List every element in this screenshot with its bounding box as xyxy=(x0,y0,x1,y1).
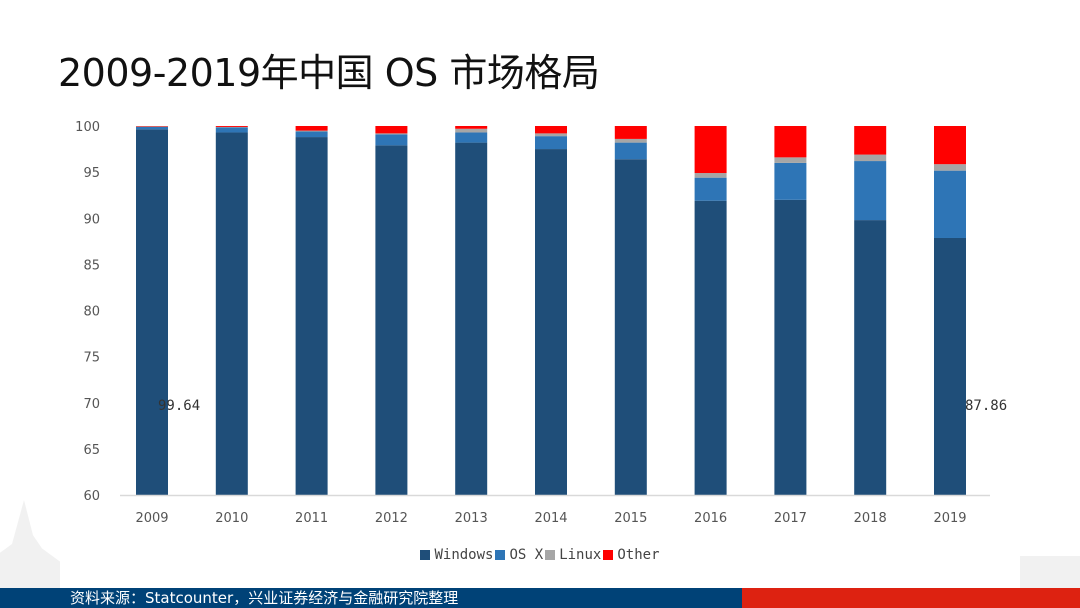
bar-other-2017 xyxy=(774,126,807,158)
bar-osx-2018 xyxy=(854,161,887,221)
legend-item-osx: OS X xyxy=(495,547,543,563)
x-tick-label: 2012 xyxy=(375,511,408,526)
legend-item-linux: Linux xyxy=(545,547,601,563)
footer-bar: 资料来源：Statcounter，兴业证券经济与金融研究院整理 xyxy=(0,588,1080,608)
x-tick-label: 2014 xyxy=(534,511,567,526)
legend-label: Linux xyxy=(559,547,602,563)
skyline-decoration-right xyxy=(1020,556,1080,588)
legend-item-other: Other xyxy=(603,547,660,563)
bar-osx-2012 xyxy=(375,134,408,146)
bar-osx-2019 xyxy=(934,170,966,238)
footer-blue-band xyxy=(0,588,742,608)
bar-other-2011 xyxy=(295,126,328,131)
bar-linux-2018 xyxy=(854,154,887,162)
legend-label: Other xyxy=(617,547,660,563)
y-tick-label: 95 xyxy=(83,166,100,181)
legend-swatch xyxy=(495,550,506,560)
bar-linux-2013 xyxy=(455,128,488,133)
bar-other-2013 xyxy=(455,126,488,129)
bar-other-2015 xyxy=(614,126,647,139)
bar-windows-2017 xyxy=(774,199,807,496)
bar-osx-2013 xyxy=(455,132,488,143)
x-tick-label: 2010 xyxy=(215,511,248,526)
x-tick-label: 2019 xyxy=(933,511,966,526)
data-label: 87.86 xyxy=(965,398,1007,414)
bar-windows-2014 xyxy=(535,149,567,495)
source-note: 资料来源：Statcounter，兴业证券经济与金融研究院整理 xyxy=(70,589,459,607)
legend-label: Windows xyxy=(434,547,494,563)
x-tick-label: 2013 xyxy=(455,511,488,526)
footer-red-band xyxy=(742,588,1080,608)
bar-windows-2019 xyxy=(934,237,966,495)
y-tick-label: 65 xyxy=(83,443,100,458)
bar-windows-2013 xyxy=(455,142,488,496)
chart-legend: Windows OS X Linux Other xyxy=(0,547,1080,564)
y-tick-label: 60 xyxy=(83,489,100,504)
bar-osx-2010 xyxy=(215,127,248,133)
bar-windows-2009 xyxy=(136,129,168,496)
bar-linux-2011 xyxy=(295,130,328,132)
bar-windows-2012 xyxy=(375,145,408,495)
x-tick-label: 2015 xyxy=(614,511,647,526)
legend-swatch xyxy=(420,550,431,560)
y-tick-label: 100 xyxy=(75,120,100,135)
bar-other-2018 xyxy=(854,126,887,155)
legend-swatch xyxy=(603,550,614,560)
data-label: 99.64 xyxy=(158,398,200,414)
bar-other-2014 xyxy=(535,126,567,134)
bar-windows-2011 xyxy=(295,137,328,495)
bar-linux-2012 xyxy=(375,133,408,135)
bar-other-2012 xyxy=(375,126,408,134)
bar-osx-2011 xyxy=(295,131,328,138)
bar-linux-2017 xyxy=(774,157,807,163)
bar-other-2010 xyxy=(215,126,248,127)
legend-item-windows: Windows xyxy=(420,547,493,563)
legend-swatch xyxy=(545,550,556,560)
bar-other-2016 xyxy=(694,126,727,174)
bar-other-2019 xyxy=(934,126,966,165)
x-tick-label: 2018 xyxy=(854,511,887,526)
y-tick-label: 85 xyxy=(83,258,100,273)
bar-linux-2015 xyxy=(614,138,647,143)
y-tick-label: 80 xyxy=(83,305,100,320)
y-tick-label: 70 xyxy=(83,397,100,412)
x-tick-label: 2009 xyxy=(135,511,168,526)
bar-osx-2009 xyxy=(136,126,168,130)
y-tick-label: 90 xyxy=(83,212,100,227)
bar-osx-2015 xyxy=(614,142,647,160)
bar-osx-2014 xyxy=(535,136,567,150)
page-title: 2009-2019年中国 OS 市场格局 xyxy=(58,51,600,95)
bar-linux-2016 xyxy=(694,173,727,178)
bar-windows-2018 xyxy=(854,220,887,495)
bar-windows-2015 xyxy=(614,159,647,495)
bar-osx-2017 xyxy=(774,162,807,200)
x-tick-label: 2017 xyxy=(774,511,807,526)
bar-linux-2019 xyxy=(934,164,966,171)
stacked-bar-chart: 60 65 70 75 80 85 90 95 100 2009 2010 2011 2012 2013 2… xyxy=(75,120,1007,526)
bar-windows-2010 xyxy=(215,132,248,495)
bar-linux-2014 xyxy=(535,133,567,137)
legend-label: OS X xyxy=(509,547,544,563)
x-tick-label: 2011 xyxy=(295,511,328,526)
bar-osx-2016 xyxy=(694,177,727,201)
y-tick-label: 75 xyxy=(83,351,100,366)
x-tick-label: 2016 xyxy=(694,511,727,526)
bar-windows-2016 xyxy=(694,200,727,495)
